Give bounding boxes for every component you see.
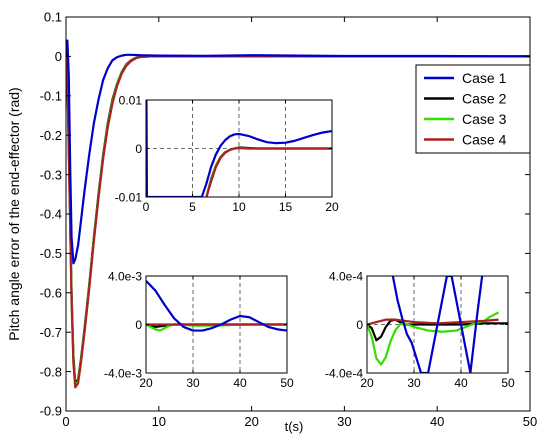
y-tick-label: 0: [55, 49, 62, 64]
x-tick-label: 20: [325, 200, 339, 214]
y-tick-label: 4.0e-3: [108, 269, 142, 283]
y-tick-label: -0.1: [40, 88, 62, 103]
legend-label-case-4: Case 4: [462, 132, 507, 148]
x-tick-label: 0: [62, 414, 69, 429]
x-tick-label: 10: [232, 200, 246, 214]
y-tick-label: 0: [135, 142, 142, 156]
y-tick-label: 0: [356, 318, 363, 332]
y-tick-label: -0.3: [40, 167, 62, 182]
y-tick-label: -0.8: [40, 364, 62, 379]
legend-label-case-3: Case 3: [462, 111, 507, 127]
x-tick-label: 50: [280, 376, 294, 390]
y-tick-label: -0.9: [40, 404, 62, 419]
x-tick-label: 15: [279, 200, 293, 214]
x-tick-label: 20: [139, 376, 153, 390]
y-tick-label: -0.2: [40, 128, 62, 143]
y-tick-label: -4.0e-3: [104, 366, 142, 380]
x-tick-label: 20: [244, 414, 258, 429]
legend: Case 1 Case 2 Case 3 Case 4: [415, 64, 531, 154]
inset-a-series-case-4-line: [205, 146, 332, 197]
x-tick-label: 30: [186, 376, 200, 390]
inset-c-series-case-1-line: [391, 276, 484, 373]
x-tick-label: 30: [407, 376, 421, 390]
y-tick-label: 0.1: [44, 10, 62, 25]
legend-label-case-1: Case 1: [462, 70, 507, 86]
x-tick-label: 50: [501, 376, 515, 390]
main-series-case-4-line: [66, 55, 530, 389]
x-tick-label: 30: [337, 414, 351, 429]
x-tick-label: 40: [430, 414, 444, 429]
y-tick-label: 0.01: [119, 93, 143, 107]
inset-a-series-case-1-line: [146, 100, 332, 197]
y-tick-label: -0.7: [40, 325, 62, 340]
x-tick-label: 40: [233, 376, 247, 390]
x-tick-label: 40: [454, 376, 468, 390]
y-tick-label: 4.0e-4: [329, 269, 363, 283]
x-tick-label: 5: [189, 200, 196, 214]
inset-b-series-case-1-line: [146, 280, 287, 332]
inset-c-chart: 20 30 40 50 4.0e-4 0 -4.0e-4: [325, 269, 515, 390]
legend-label-case-2: Case 2: [462, 91, 507, 107]
y-axis-label: Pitch angle error of the end-effector (r…: [6, 87, 22, 340]
y-tick-label: -0.4: [40, 207, 62, 222]
x-tick-label: 0: [143, 200, 150, 214]
main-chart: 0 10 20 30 40 500.10-0.1-0.2-0.3-0.4-0.5-0.6-…: [6, 10, 537, 434]
x-axis-label: t(s): [285, 419, 304, 434]
inset-b-chart: 20 30 40 50 4.0e-3 0 -4.0e-3: [104, 269, 294, 390]
y-tick-label: -0.6: [40, 285, 62, 300]
y-tick-label: -0.5: [40, 246, 62, 261]
y-tick-label: 0: [135, 318, 142, 332]
inset-a-chart: 0 5 10 15 200.010-0.01: [115, 93, 339, 214]
x-tick-label: 50: [523, 414, 537, 429]
main-series-case-1-line: [66, 39, 530, 265]
x-tick-label: 20: [360, 376, 374, 390]
y-tick-label: -0.01: [115, 190, 143, 204]
x-tick-label: 10: [152, 414, 166, 429]
y-tick-label: -4.0e-4: [325, 366, 363, 380]
